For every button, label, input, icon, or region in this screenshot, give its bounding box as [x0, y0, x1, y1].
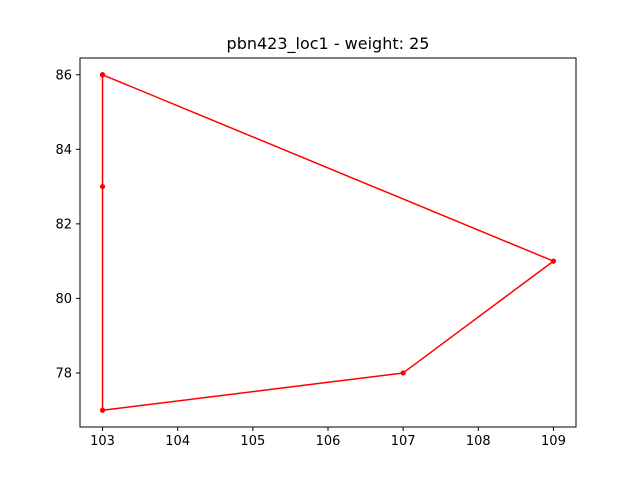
x-tick-label: 104 — [165, 434, 190, 449]
series-layer — [99, 72, 557, 413]
y-axis: 78 80 82 84 86 — [55, 68, 80, 381]
x-tick-label: 108 — [466, 434, 491, 449]
x-axis: 103 104 105 106 107 108 109 — [90, 427, 566, 449]
data-point — [99, 183, 106, 190]
x-tick-label: 103 — [90, 434, 115, 449]
chart-title: pbn423_loc1 - weight: 25 — [227, 34, 430, 54]
x-tick-label: 109 — [541, 434, 566, 449]
y-tick-label: 82 — [55, 217, 72, 232]
data-point — [99, 407, 106, 413]
x-tick-label: 105 — [240, 434, 265, 449]
y-tick-label: 78 — [55, 366, 72, 381]
y-tick-label: 86 — [55, 68, 72, 83]
series-line — [101, 74, 555, 411]
y-tick-label: 84 — [55, 143, 72, 158]
x-tick-label: 106 — [316, 434, 341, 449]
x-tick-label: 107 — [391, 434, 416, 449]
plot-frame — [79, 57, 577, 428]
y-tick-label: 80 — [55, 292, 72, 307]
data-point — [400, 370, 406, 376]
data-point — [99, 72, 106, 78]
data-point — [550, 258, 557, 264]
